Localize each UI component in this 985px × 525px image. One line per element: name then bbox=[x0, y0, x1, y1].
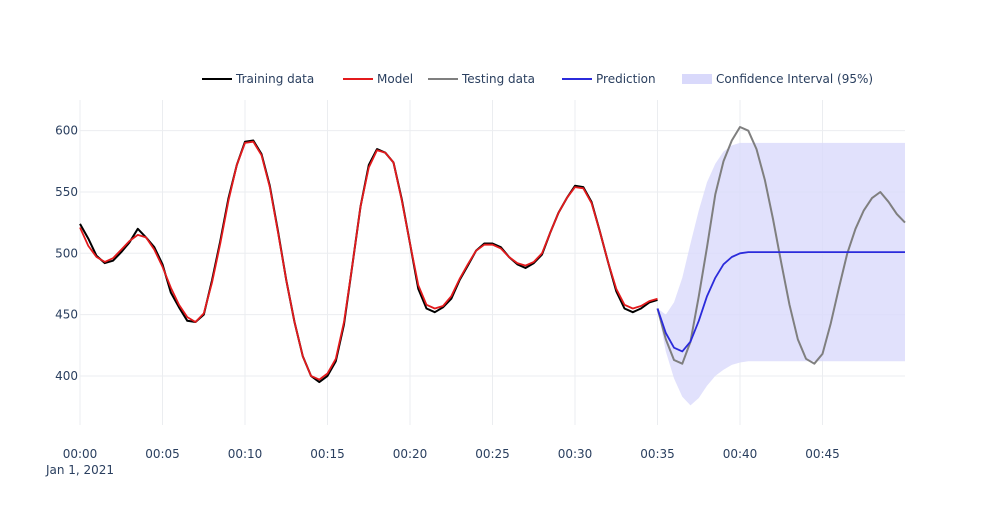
legend-label: Prediction bbox=[596, 72, 656, 86]
x-tick-label: 00:15 bbox=[310, 447, 345, 461]
y-tick-label: 400 bbox=[55, 369, 78, 383]
y-tick-label: 600 bbox=[55, 124, 78, 138]
legend-item-model[interactable]: Model bbox=[343, 72, 413, 86]
x-tick-label: 00:35 bbox=[640, 447, 675, 461]
x-axis-ticks: 00:00 00:05 00:10 00:15 00:20 00:25 00:30 00:35… bbox=[63, 447, 840, 461]
y-axis-ticks: 400 450 500 550 600 bbox=[55, 124, 78, 383]
training-data-line bbox=[79, 139, 658, 384]
legend-item-training-data[interactable]: Training data bbox=[202, 72, 314, 86]
x-tick-label: 00:00 bbox=[63, 447, 98, 461]
legend-label: Training data bbox=[235, 72, 314, 86]
series-lines-layer bbox=[79, 126, 906, 384]
x-tick-label: 00:20 bbox=[393, 447, 428, 461]
legend-item-prediction[interactable]: Prediction bbox=[562, 72, 656, 86]
prediction-line bbox=[656, 251, 905, 353]
y-tick-label: 550 bbox=[55, 185, 78, 199]
confidence-band-layer bbox=[657, 142, 905, 406]
x-tick-label: 00:05 bbox=[145, 447, 180, 461]
legend-swatch bbox=[682, 74, 712, 84]
legend-label: Confidence Interval (95%) bbox=[716, 72, 873, 86]
legend-label: Model bbox=[377, 72, 413, 86]
y-tick-label: 450 bbox=[55, 308, 78, 322]
legend[interactable]: Training data Model Testing data Prediction… bbox=[202, 72, 873, 86]
x-tick-label: 00:25 bbox=[475, 447, 510, 461]
x-axis-date-label: Jan 1, 2021 bbox=[45, 463, 114, 477]
confidence-interval-band bbox=[657, 142, 905, 406]
y-tick-label: 500 bbox=[55, 246, 78, 260]
x-tick-label: 00:40 bbox=[723, 447, 758, 461]
model-line bbox=[79, 140, 658, 381]
legend-item-confidence-interval-95[interactable]: Confidence Interval (95%) bbox=[682, 72, 873, 86]
legend-label: Testing data bbox=[461, 72, 535, 86]
legend-item-testing-data[interactable]: Testing data bbox=[428, 72, 535, 86]
x-tick-label: 00:10 bbox=[228, 447, 263, 461]
x-tick-label: 00:30 bbox=[558, 447, 593, 461]
testing-data-line bbox=[656, 126, 906, 365]
x-tick-label: 00:45 bbox=[805, 447, 840, 461]
